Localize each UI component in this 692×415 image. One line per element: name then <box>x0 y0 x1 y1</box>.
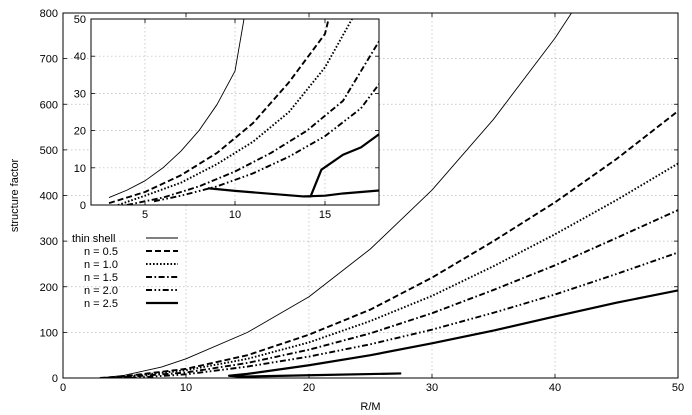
inset-y-tick-label: 0 <box>80 200 86 212</box>
inset-y-tick-label: 30 <box>74 88 86 100</box>
legend-label-1: n = 0.5 <box>84 246 118 258</box>
legend-label-2: n = 1.0 <box>84 259 118 271</box>
x-axis-title: R/M <box>360 401 380 413</box>
inset-y-tick-label: 20 <box>74 126 86 138</box>
inset-series-line-1 <box>108 19 330 205</box>
main-series-line-0 <box>99 13 648 378</box>
inset-series-group <box>108 19 379 205</box>
main-x-tick-label: 10 <box>180 382 192 394</box>
inset-x-tick-label: 5 <box>142 209 148 221</box>
main-y-tick-label: 100 <box>40 327 58 339</box>
inset-series-line-0 <box>108 19 245 198</box>
legend-label-3: n = 1.5 <box>84 272 118 284</box>
inset-series-line-3 <box>126 40 379 205</box>
inset-series-line-4 <box>153 83 379 203</box>
main-series-line-2 <box>105 162 678 378</box>
main-series-line-1 <box>99 110 678 378</box>
main-series-line-3 <box>112 209 678 378</box>
main-x-tick-label: 20 <box>303 382 315 394</box>
main-x-tick-label: 0 <box>60 382 66 394</box>
main-x-tick-label: 30 <box>426 382 438 394</box>
main-y-tick-label: 700 <box>40 54 58 66</box>
main-y-tick-label: 200 <box>40 282 58 294</box>
y-axis-title: structure factor <box>9 158 21 232</box>
main-y-tick-label: 300 <box>40 236 58 248</box>
inset-y-tick-label: 40 <box>74 51 86 63</box>
inset-series-line-6 <box>303 189 379 198</box>
main-series-group <box>99 13 678 378</box>
main-y-tick-label: 500 <box>40 145 58 157</box>
main-y-tick-label: 800 <box>40 8 58 20</box>
main-x-tick-label: 40 <box>549 382 561 394</box>
main-series-line-4 <box>130 251 678 378</box>
inset-x-tick-label: 10 <box>229 209 241 221</box>
legend-label-0: thin shell <box>72 233 115 245</box>
inset-y-tick-label: 50 <box>74 14 86 26</box>
main-x-tick-label: 50 <box>672 382 684 394</box>
legend-label-4: n = 2.0 <box>84 285 118 297</box>
main-y-tick-label: 0 <box>52 373 58 385</box>
inset-x-tick-label: 15 <box>319 209 331 221</box>
main-series-line-5 <box>227 289 678 378</box>
legend-label-5: n = 2.5 <box>84 298 118 310</box>
inset-y-tick-label: 10 <box>74 163 86 175</box>
main-y-tick-label: 600 <box>40 99 58 111</box>
main-y-tick-label: 400 <box>40 191 58 203</box>
